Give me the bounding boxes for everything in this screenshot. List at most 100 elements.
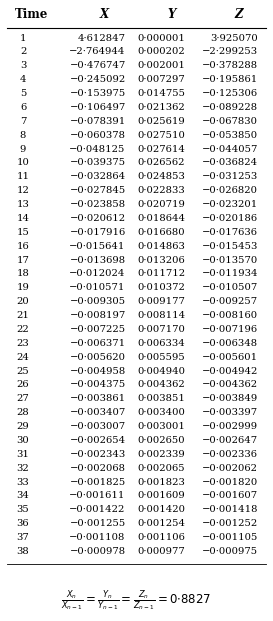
Text: 1: 1 <box>20 34 26 43</box>
Text: −0·001418: −0·001418 <box>201 505 258 514</box>
Text: −0·078391: −0·078391 <box>69 117 126 126</box>
Text: 26: 26 <box>17 381 29 389</box>
Text: −0·125306: −0·125306 <box>202 89 258 98</box>
Text: −0·015453: −0·015453 <box>202 242 258 251</box>
Text: −0·001422: −0·001422 <box>69 505 126 514</box>
Text: −2·299253: −2·299253 <box>202 47 258 57</box>
Text: 28: 28 <box>17 408 29 417</box>
Text: 13: 13 <box>17 200 29 209</box>
Text: Z: Z <box>235 8 244 21</box>
Text: 34: 34 <box>17 491 29 501</box>
Text: −0·195861: −0·195861 <box>202 75 258 84</box>
Text: 0·025619: 0·025619 <box>137 117 185 126</box>
Text: −0·008197: −0·008197 <box>69 311 126 320</box>
Text: −0·002062: −0·002062 <box>202 464 258 473</box>
Text: 0·021362: 0·021362 <box>137 103 185 112</box>
Text: 0·022833: 0·022833 <box>137 186 185 195</box>
Text: −0·027845: −0·027845 <box>69 186 126 195</box>
Text: 0·014863: 0·014863 <box>137 242 185 251</box>
Text: 0·005595: 0·005595 <box>137 353 185 361</box>
Text: 0·006334: 0·006334 <box>137 339 185 348</box>
Text: 0·002339: 0·002339 <box>137 450 185 459</box>
Text: 11: 11 <box>16 172 29 181</box>
Text: −0·039375: −0·039375 <box>70 158 126 168</box>
Text: −0·106497: −0·106497 <box>69 103 126 112</box>
Text: 0·010372: 0·010372 <box>137 283 185 292</box>
Text: 0·007170: 0·007170 <box>137 325 185 334</box>
Text: 22: 22 <box>17 325 29 334</box>
Text: 0·004940: 0·004940 <box>137 366 185 376</box>
Text: 33: 33 <box>17 478 29 486</box>
Text: 0·008114: 0·008114 <box>137 311 185 320</box>
Text: 31: 31 <box>17 450 29 459</box>
Text: −0·007225: −0·007225 <box>70 325 126 334</box>
Text: −0·001108: −0·001108 <box>69 533 126 542</box>
Text: 0·002065: 0·002065 <box>138 464 185 473</box>
Text: −0·476747: −0·476747 <box>69 61 126 70</box>
Text: −0·005601: −0·005601 <box>202 353 258 361</box>
Text: 24: 24 <box>17 353 29 361</box>
Text: 0·007297: 0·007297 <box>137 75 185 84</box>
Text: 4·612847: 4·612847 <box>78 34 126 43</box>
Text: 0·003001: 0·003001 <box>137 422 185 431</box>
Text: −0·002343: −0·002343 <box>69 450 126 459</box>
Text: 0·001106: 0·001106 <box>137 533 185 542</box>
Text: −0·013570: −0·013570 <box>202 256 258 265</box>
Text: −0·001820: −0·001820 <box>202 478 258 486</box>
Text: −0·010507: −0·010507 <box>202 283 258 292</box>
Text: −0·003007: −0·003007 <box>70 422 126 431</box>
Text: 8: 8 <box>20 130 26 140</box>
Text: 0·016680: 0·016680 <box>138 228 185 237</box>
Text: 0·013206: 0·013206 <box>137 256 185 265</box>
Text: 0·002650: 0·002650 <box>138 436 185 445</box>
Text: −0·245092: −0·245092 <box>69 75 126 84</box>
Text: 19: 19 <box>17 283 29 292</box>
Text: −0·001105: −0·001105 <box>202 533 258 542</box>
Text: 0·000001: 0·000001 <box>137 34 185 43</box>
Text: −0·020612: −0·020612 <box>70 214 126 223</box>
Text: 0·011712: 0·011712 <box>137 270 185 278</box>
Text: 12: 12 <box>17 186 29 195</box>
Text: −0·009305: −0·009305 <box>70 297 126 306</box>
Text: 32: 32 <box>17 464 29 473</box>
Text: 6: 6 <box>20 103 26 112</box>
Text: 0·004362: 0·004362 <box>137 381 185 389</box>
Text: −0·153975: −0·153975 <box>69 89 126 98</box>
Text: −0·003407: −0·003407 <box>69 408 126 417</box>
Text: 10: 10 <box>17 158 29 168</box>
Text: −0·017916: −0·017916 <box>69 228 126 237</box>
Text: −0·002336: −0·002336 <box>202 450 258 459</box>
Text: −0·000978: −0·000978 <box>70 547 126 556</box>
Text: −0·005620: −0·005620 <box>70 353 126 361</box>
Text: −0·011934: −0·011934 <box>201 270 258 278</box>
Text: 0·027510: 0·027510 <box>137 130 185 140</box>
Text: −0·013698: −0·013698 <box>70 256 126 265</box>
Text: −0·378288: −0·378288 <box>202 61 258 70</box>
Text: 15: 15 <box>17 228 29 237</box>
Text: −0·020186: −0·020186 <box>202 214 258 223</box>
Text: 0·001420: 0·001420 <box>137 505 185 514</box>
Text: −0·060378: −0·060378 <box>70 130 126 140</box>
Text: −0·023201: −0·023201 <box>202 200 258 209</box>
Text: −0·032864: −0·032864 <box>70 172 126 181</box>
Text: 0·020719: 0·020719 <box>137 200 185 209</box>
Text: −0·003397: −0·003397 <box>202 408 258 417</box>
Text: 21: 21 <box>17 311 29 320</box>
Text: 0·009177: 0·009177 <box>137 297 185 306</box>
Text: −0·067830: −0·067830 <box>202 117 258 126</box>
Text: 20: 20 <box>17 297 29 306</box>
Text: −0·031253: −0·031253 <box>202 172 258 181</box>
Text: −0·009257: −0·009257 <box>202 297 258 306</box>
Text: 36: 36 <box>17 519 29 528</box>
Text: −0·003849: −0·003849 <box>202 394 258 403</box>
Text: Y: Y <box>167 8 176 21</box>
Text: 4: 4 <box>20 75 26 84</box>
Text: 2: 2 <box>20 47 26 57</box>
Text: 30: 30 <box>17 436 29 445</box>
Text: 0·024853: 0·024853 <box>137 172 185 181</box>
Text: Time: Time <box>15 8 48 21</box>
Text: 0·026562: 0·026562 <box>138 158 185 168</box>
Text: −2·764944: −2·764944 <box>69 47 126 57</box>
Text: −0·000975: −0·000975 <box>202 547 258 556</box>
Text: 23: 23 <box>17 339 29 348</box>
